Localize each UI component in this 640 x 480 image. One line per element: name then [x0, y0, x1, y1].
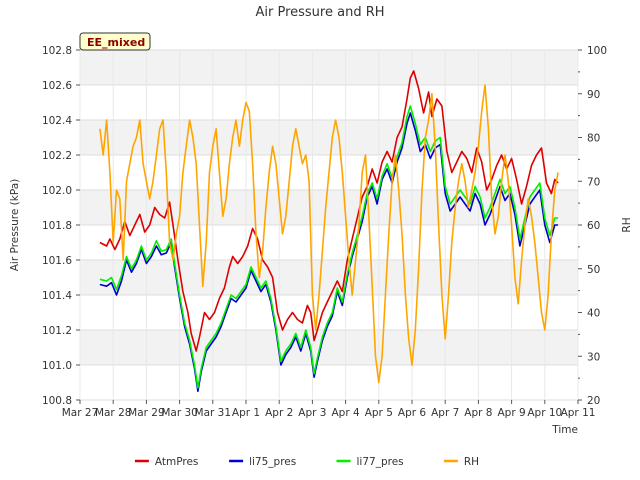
- legend-label: li75_pres: [249, 456, 296, 468]
- x-tick-label: Apr 7: [431, 407, 459, 419]
- chart-title: Air Pressure and RH: [255, 5, 384, 20]
- x-tick-label: Apr 3: [298, 407, 326, 419]
- x-tick-label: Apr 9: [498, 407, 526, 419]
- grid-bands: [80, 50, 578, 365]
- badge: EE_mixed: [79, 32, 151, 51]
- badge-label: EE_mixed: [87, 36, 145, 49]
- left-tick-label: 101.8: [42, 220, 72, 232]
- left-tick-label: 101.6: [42, 255, 72, 267]
- x-tick-label: Mar 29: [128, 407, 165, 419]
- x-tick-label: Apr 10: [527, 407, 562, 419]
- right-tick-label: 40: [587, 308, 600, 320]
- left-tick-label: 101.0: [42, 360, 72, 372]
- right-tick-label: 20: [587, 395, 600, 407]
- left-tick-label: 102.4: [42, 115, 72, 127]
- series-line-atmpres: [99, 70, 559, 352]
- series-line-li77_pres: [99, 105, 559, 389]
- legend-item-atmpres: AtmPres: [134, 456, 199, 468]
- right-tick-label: 70: [587, 176, 600, 188]
- y-axis-title: Air Pressure (kPa): [9, 179, 21, 272]
- legend-item-li77_pres: li77_pres: [336, 456, 404, 468]
- left-tick-label: 102.8: [42, 45, 72, 57]
- right-tick-label: 50: [587, 264, 600, 276]
- x-tick-label: Apr 11: [561, 407, 596, 419]
- x-tick-label: Apr 1: [232, 407, 260, 419]
- x-tick-label: Apr 2: [265, 407, 293, 419]
- legend: AtmPres li75_pres li77_pres RH: [134, 456, 479, 468]
- x-tick-label: Apr 4: [332, 407, 361, 419]
- x-tick-label: Apr 8: [464, 407, 492, 419]
- series-line-rh: [99, 84, 559, 384]
- grid-band: [80, 260, 578, 295]
- left-tick-label: 102.6: [42, 80, 72, 92]
- grid-band: [80, 330, 578, 365]
- left-tick-label: 102.0: [42, 185, 72, 197]
- legend-item-rh: RH: [443, 456, 479, 468]
- gridlines: [79, 49, 579, 401]
- right-tick-label: 100: [587, 45, 607, 57]
- grid-band: [80, 120, 578, 155]
- x-tick-label: Mar 31: [195, 407, 232, 419]
- right-axis: 20 30 40 50 60 70 80 90 100: [578, 45, 607, 407]
- grid-band: [80, 50, 578, 85]
- x-tick-label: Mar 28: [95, 407, 132, 419]
- left-tick-label: 100.8: [42, 395, 72, 407]
- x-tick-label: Mar 27: [62, 407, 99, 419]
- legend-label: AtmPres: [155, 456, 199, 468]
- x-tick-label: Mar 30: [161, 407, 198, 419]
- legend-label: li77_pres: [357, 456, 404, 468]
- x-tick-label: Apr 5: [365, 407, 393, 419]
- right-tick-label: 30: [587, 351, 600, 363]
- x-tick-label: Apr 6: [398, 407, 427, 419]
- left-tick-label: 102.2: [42, 150, 72, 162]
- legend-item-li75_pres: li75_pres: [229, 456, 296, 468]
- right-tick-label: 60: [587, 220, 600, 232]
- series-layer: [99, 70, 559, 393]
- y2-axis-title: RH: [621, 217, 633, 232]
- x-axis-title: Time: [551, 424, 578, 436]
- legend-label: RH: [464, 456, 479, 468]
- right-tick-label: 90: [587, 89, 600, 101]
- left-tick-label: 101.4: [42, 290, 72, 302]
- left-axis: 100.8 101.0 101.2 101.4 101.6 101.8 102.0 102.2…: [42, 45, 80, 407]
- left-tick-label: 101.2: [42, 325, 72, 337]
- right-tick-label: 80: [587, 133, 600, 145]
